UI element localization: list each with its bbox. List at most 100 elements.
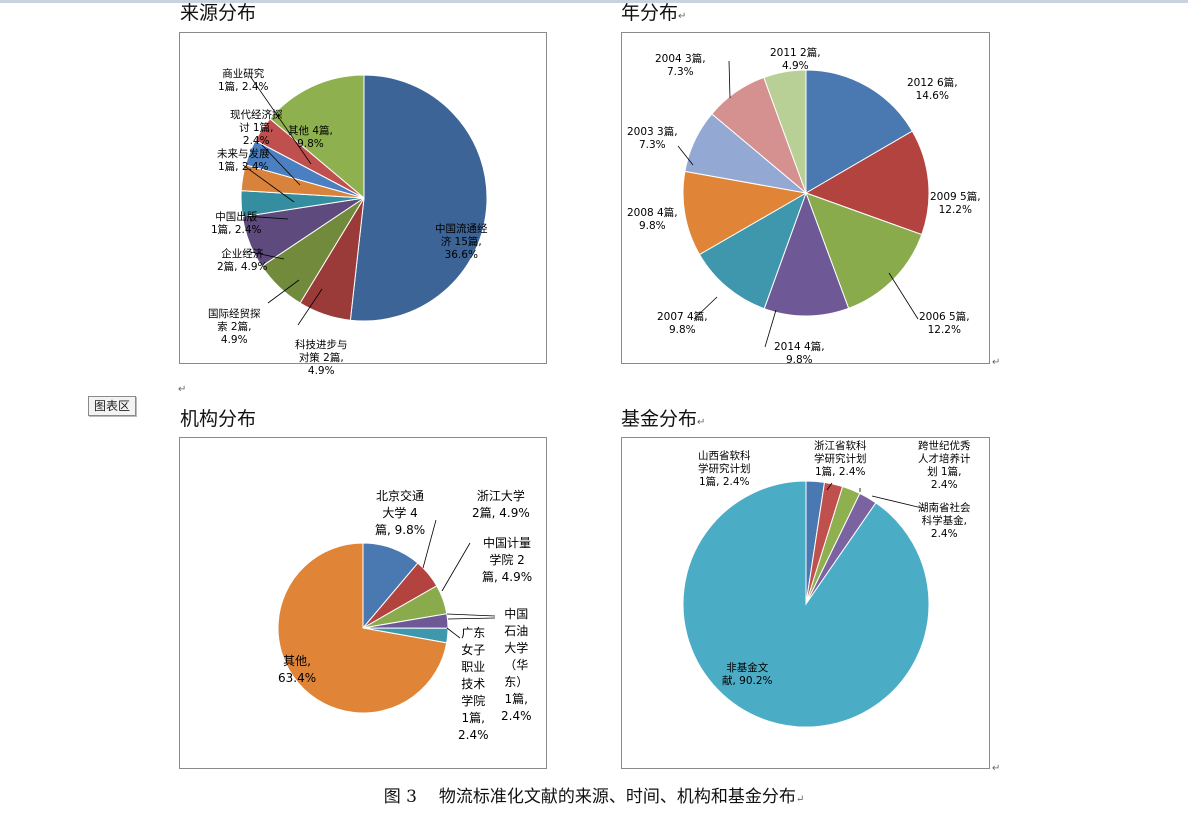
paragraph-mark: ↵	[992, 763, 1001, 774]
data-label: 中国流通经济 15篇, 36.6%	[435, 223, 488, 262]
data-label-line: 63.4%	[278, 671, 317, 685]
pie-svg	[277, 519, 496, 714]
leader-line	[242, 164, 295, 203]
chart-fund[interactable]: 山西省软科 学研究计划 1篇, 2.4% 浙江省软科 学研究计划 1篇, 2.4% 跨世纪优…	[621, 437, 990, 769]
pie-slice[interactable]	[805, 69, 913, 194]
pie-slice[interactable]	[682, 480, 930, 728]
paragraph-mark: ↵	[992, 357, 1001, 368]
data-label-line: 2009 5篇,	[930, 191, 981, 203]
data-label-line: 划 1篇,	[927, 466, 962, 478]
data-label-line: 1篇, 2.4%	[218, 81, 269, 93]
chart-source[interactable]: 中国流通经济 15篇, 36.6% 科技进步与 对策 2篇, 4.9% 国际经贸探索 2篇…	[179, 32, 547, 377]
data-label-line: 2008 4篇,	[627, 207, 678, 219]
pie-slice[interactable]	[763, 69, 807, 194]
chart-year[interactable]: 2012 6篇, 14.6% 2009 5篇, 12.2% 2006 5篇, 12.2% 2…	[621, 32, 990, 367]
data-label-line: 12.2%	[927, 324, 961, 336]
data-label-line: 讨 1篇,	[239, 122, 274, 134]
data-label: 浙江大学 2篇, 4.9%	[472, 488, 530, 522]
heading-inst: 机构分布	[180, 408, 256, 430]
data-label-line: 东）	[504, 675, 529, 689]
data-label-line: 商业研究	[222, 68, 265, 80]
data-label-line: 2006 5篇,	[919, 311, 970, 323]
data-label: 跨世纪优秀 人才培养计划 1篇, 2.4%	[918, 440, 971, 492]
data-label-line: 未来与发展	[217, 148, 270, 160]
leader-line	[888, 272, 919, 320]
data-label: 2004 3篇, 7.3%	[655, 53, 706, 79]
leader-line	[764, 309, 777, 348]
heading-year-text: 年分布	[621, 2, 679, 24]
pie-slice[interactable]	[269, 74, 365, 200]
data-label-line: （华	[504, 658, 529, 672]
data-label-line: 2.4%	[930, 479, 958, 491]
heading-source-text: 来源分布	[180, 2, 257, 24]
paragraph-mark: ↵	[697, 417, 706, 428]
heading-year: 年分布↵	[621, 2, 686, 28]
data-label-line: 1篇,	[504, 692, 528, 706]
data-label-line: 1篇, 2.4%	[698, 476, 750, 488]
data-label: 商业研究 1篇, 2.4%	[218, 68, 269, 94]
data-label-line: 大学	[504, 641, 529, 655]
data-label: 2014 4篇, 9.8%	[774, 341, 825, 367]
data-label-line: 2007 4篇,	[657, 311, 708, 323]
data-label-line: 学院 2	[489, 553, 525, 567]
data-label: 2006 5篇, 12.2%	[919, 311, 970, 337]
caption-text: 物流标准化文献的来源、时间、机构和基金分布	[438, 787, 796, 807]
data-label: 2012 6篇, 14.6%	[907, 77, 958, 103]
pie-svg	[677, 60, 930, 348]
data-label-line: 1篇,	[461, 711, 485, 725]
caption-number: 图 3	[383, 787, 417, 807]
data-label-line: 湖南省社会	[918, 502, 971, 514]
data-label-line: 学研究计划	[698, 463, 751, 475]
data-label: 中国出版 1篇, 2.4%	[211, 211, 262, 237]
data-label-line: 篇, 9.8%	[375, 523, 426, 537]
leader-line	[243, 215, 289, 220]
pie-slice[interactable]	[804, 130, 930, 236]
pie-slice[interactable]	[277, 542, 448, 714]
data-label: 2009 5篇, 12.2%	[930, 191, 981, 217]
data-label-line: 广东	[461, 626, 486, 640]
data-label-line: 浙江省软科	[814, 440, 867, 452]
data-label: 其他 4篇, 9.8%	[288, 125, 333, 151]
data-label-line: 学院	[461, 694, 486, 708]
pie-slice[interactable]	[763, 191, 850, 317]
leader-line	[267, 279, 300, 304]
paragraph-mark: ↵	[178, 384, 187, 395]
leader-line	[297, 288, 323, 326]
data-label-line: 职业	[461, 660, 486, 674]
chart-inst[interactable]: 北京交通 大学 4 篇, 9.8% 浙江大学 2篇, 4.9% 中国计量 学院 2 篇, 4.…	[179, 437, 547, 769]
leader-line	[261, 144, 301, 186]
data-label-line: 4.9%	[220, 334, 248, 346]
pie-slice[interactable]	[349, 74, 488, 322]
leader-line	[245, 250, 285, 260]
pie-svg	[240, 74, 488, 326]
data-label-line: 学研究计划	[814, 453, 867, 465]
data-label-line: 国际经贸探	[208, 308, 261, 320]
data-label-line: 山西省软科	[698, 450, 751, 462]
data-label-line: 中国流通经	[435, 223, 488, 235]
data-label-line: 2篇, 4.9%	[217, 261, 268, 273]
pie-slice[interactable]	[682, 170, 808, 256]
window-top-border	[0, 0, 1188, 3]
heading-fund: 基金分布↵	[621, 408, 705, 434]
data-label-line: 女子	[461, 643, 486, 657]
data-label-line: 4.9%	[781, 60, 809, 72]
heading-inst-text: 机构分布	[180, 408, 257, 430]
data-label-line: 科学基金,	[921, 515, 967, 527]
data-label-line: 2003 3篇,	[627, 126, 678, 138]
data-label: 企业经济 2篇, 4.9%	[217, 248, 268, 274]
data-label: 国际经贸探索 2篇, 4.9%	[208, 308, 261, 347]
data-label-line: 北京交通	[376, 489, 425, 503]
data-label-line: 其他,	[283, 654, 311, 668]
data-label-line: 献, 90.2%	[722, 675, 773, 687]
data-label-line: 1篇, 2.4%	[217, 161, 269, 173]
data-label-line: 2篇, 4.9%	[472, 506, 530, 520]
data-label-line: 7.3%	[666, 66, 694, 78]
data-label-line: 中国计量	[483, 536, 532, 550]
data-label: 中国 石油 大学 （华 东） 1篇, 2.4%	[501, 606, 532, 725]
data-label: 山西省软科 学研究计划 1篇, 2.4%	[698, 450, 751, 489]
leader-line	[446, 627, 461, 639]
data-label-line: 9.8%	[638, 220, 666, 232]
data-label-line: 2004 3篇,	[655, 53, 706, 65]
pie-slice[interactable]	[698, 191, 807, 310]
data-label-line: 2.4%	[501, 709, 532, 723]
